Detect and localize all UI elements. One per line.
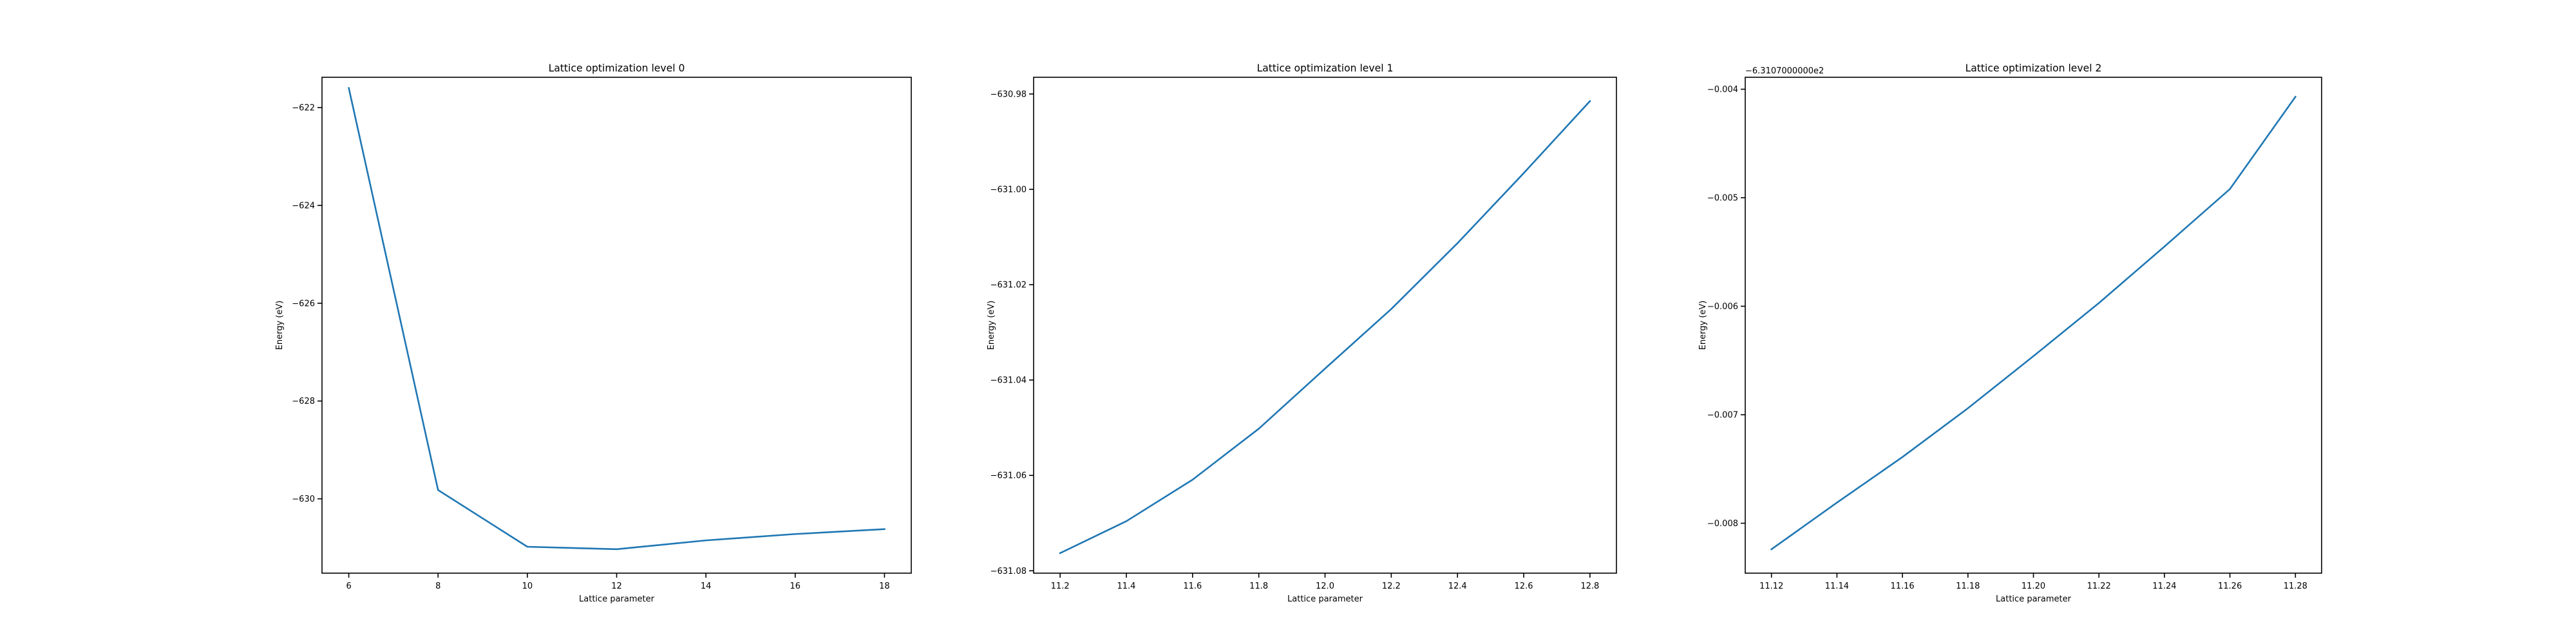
x-tick-label: 11.2 <box>1051 582 1070 591</box>
x-tick-label: 11.14 <box>1825 582 1849 591</box>
x-tick-label: 11.24 <box>2152 582 2176 591</box>
x-tick-label: 12.6 <box>1515 582 1533 591</box>
x-tick-label: 11.6 <box>1183 582 1202 591</box>
y-tick-label: −0.004 <box>1707 85 1738 95</box>
x-tick-label: 11.18 <box>1956 582 1980 591</box>
y-tick-label: −624 <box>292 201 315 211</box>
series-line <box>1770 95 2297 551</box>
x-tick-label: 11.8 <box>1249 582 1268 591</box>
y-tick-label: −631.00 <box>990 185 1027 194</box>
x-tick-label: 12.2 <box>1382 582 1401 591</box>
y-tick-label: −630 <box>292 495 315 504</box>
y-tick-label: −631.04 <box>990 376 1027 386</box>
y-tick-label: −0.006 <box>1707 302 1738 312</box>
y-tick-label: −0.005 <box>1707 194 1738 204</box>
chart-0: 6 8 10 12 14 16 18 −622 −624 −626 −628 −630 Lattice … <box>275 62 912 604</box>
x-tick-label: 11.26 <box>2218 582 2242 591</box>
chart-title: Lattice optimization level 0 <box>549 62 685 74</box>
x-tick-label: 8 <box>435 582 440 591</box>
x-tick-label: 11.20 <box>2022 582 2045 591</box>
x-axis-label: Lattice parameter <box>579 594 655 604</box>
x-tick-label: 11.22 <box>2087 582 2111 591</box>
y-axis-label: Energy (eV) <box>275 301 285 350</box>
x-axis-label: Lattice parameter <box>1996 594 2072 604</box>
series-line <box>1059 100 1591 554</box>
y-tick-label: −631.02 <box>990 281 1027 290</box>
x-tick-label: 12.4 <box>1448 582 1467 591</box>
series-line <box>348 87 886 551</box>
y-tick-label: −631.06 <box>990 471 1027 481</box>
x-tick-label: 12.0 <box>1316 582 1334 591</box>
chart-1: 11.2 11.4 11.6 11.8 12.0 12.2 12.4 12.6 12.8 −630… <box>987 62 1617 604</box>
x-tick-label: 12.8 <box>1580 582 1599 591</box>
y-axis-offset-label: −6.3107000000e2 <box>1745 66 1824 76</box>
y-tick-label: −628 <box>292 397 315 406</box>
x-tick-label: 11.28 <box>2284 582 2307 591</box>
y-axis-label: Energy (eV) <box>1698 301 1708 350</box>
x-tick-label: 16 <box>790 582 800 591</box>
charts-root: 6 8 10 12 14 16 18 −622 −624 −626 −628 −630 Lattice … <box>275 62 2322 604</box>
x-axis-label: Lattice parameter <box>1287 594 1363 604</box>
x-tick-label: 11.16 <box>1890 582 1914 591</box>
x-tick-label: 18 <box>879 582 890 591</box>
y-tick-label: −626 <box>292 299 315 308</box>
x-tick-label: 11.4 <box>1117 582 1136 591</box>
x-tick-label: 12 <box>611 582 622 591</box>
x-tick-label: 10 <box>522 582 533 591</box>
y-tick-label: −622 <box>292 104 315 113</box>
x-tick-label: 11.12 <box>1759 582 1783 591</box>
x-tick-label: 14 <box>701 582 712 591</box>
y-axis-label: Energy (eV) <box>987 301 996 350</box>
chart-title: Lattice optimization level 2 <box>1965 62 2102 74</box>
y-tick-label: −631.08 <box>990 567 1027 576</box>
x-tick-label: 6 <box>346 582 351 591</box>
y-tick-label: −0.007 <box>1707 411 1738 421</box>
chart-title: Lattice optimization level 1 <box>1257 62 1394 74</box>
y-tick-label: −630.98 <box>990 90 1027 99</box>
y-tick-label: −0.008 <box>1707 519 1738 529</box>
chart-2: 11.12 11.14 11.16 11.18 11.20 11.22 11.24 11.26… <box>1698 62 2322 604</box>
